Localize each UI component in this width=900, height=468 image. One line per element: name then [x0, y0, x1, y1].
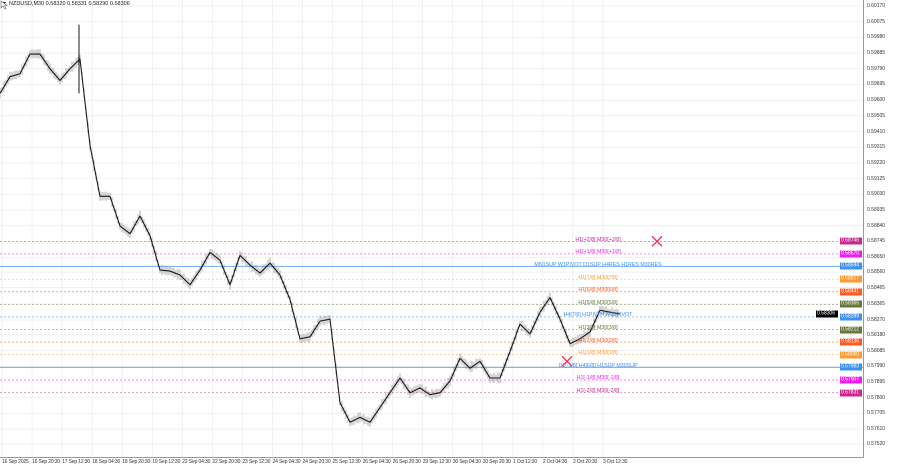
time-tick-label: 23 Sep 12:30: [242, 459, 271, 465]
price-tick-label: 0.57895: [867, 378, 886, 385]
level-price-tag: 0.58365: [840, 300, 862, 308]
x-cross-icon: [651, 235, 663, 247]
price-tick-label: 0.59980: [867, 34, 886, 41]
time-tick-label: 30 Sep 04:30: [452, 459, 481, 465]
price-tick-label: 0.58180: [867, 331, 886, 338]
price-tick-label: 0.58560: [867, 269, 886, 276]
price-axis[interactable]: 0.60170 0.60075 0.59980 0.59885 0.59790 0.596…: [864, 0, 900, 458]
time-tick-label: 19 Sep 12:30: [152, 459, 181, 465]
price-tick-label: 0.58270: [867, 316, 886, 323]
level-price-tag: 0.58212: [840, 326, 862, 334]
level-price-tag: 0.58517: [840, 275, 862, 283]
time-tick-label: 26 Sep 04:30: [362, 459, 391, 465]
time-tick-label: 22 Sep 04:30: [182, 459, 211, 465]
price-tick-label: 0.59030: [867, 191, 886, 198]
price-tick-label: 0.57610: [867, 426, 886, 433]
price-tick-label: 0.60075: [867, 18, 886, 25]
level-label: H1[6/8] M30[6/8]: [578, 287, 618, 294]
price-tick-label: 0.57520: [867, 440, 886, 447]
price-tick-label: 0.59315: [867, 144, 886, 151]
price-tags: 0.58746 0.58670 0.58594 0.58517 0.58441 0.583…: [816, 237, 862, 397]
price-tick-label: 0.59410: [867, 128, 886, 135]
price-tick-label: 0.58465: [867, 284, 886, 291]
price-tick-label: 0.58745: [867, 238, 886, 245]
time-tick-label: 17 Sep 12:30: [62, 459, 91, 465]
level-label: MN1SUP W1PIVOT D1SUP H4RES H1RES M30RES: [534, 261, 662, 268]
level-price-tag: 0.57983: [840, 363, 862, 371]
level-price-tag: 0.57831: [840, 389, 862, 397]
level-label: H1[-2/8] M30[-2/8]: [576, 388, 620, 395]
level-label: H1[-1/8] M30[-1/8]: [576, 375, 620, 382]
level-price-tag: 0.58289: [840, 313, 862, 321]
price-tick-label: 0.59125: [867, 175, 886, 182]
price-tick-label: 0.58085: [867, 347, 886, 354]
level-price-tag: 0.57907: [840, 376, 862, 384]
symbol-quote: NZDUSD,M30 0.58320 0.58331 0.58290 0.583…: [9, 1, 130, 7]
time-tick-label: 1 Oct 12:30: [512, 459, 538, 465]
price-tick-label: 0.57800: [867, 394, 886, 401]
price-chart[interactable]: NZDUSD,M30 0.58320 0.58331 0.58290 0.583…: [0, 0, 864, 458]
time-tick-label: 18 Sep 20:30: [122, 459, 151, 465]
time-tick-label: 22 Sep 20:30: [212, 459, 241, 465]
time-tick-label: 24 Sep 04:30: [272, 459, 301, 465]
price-tick-label: 0.60170: [867, 2, 886, 9]
level-label: H4[7/8] H1PIVOT M30PIVOT: [563, 312, 633, 319]
time-tick-label: 25 Sep 12:30: [332, 459, 361, 465]
price-tick-label: 0.59600: [867, 97, 886, 104]
time-tick-label: 16 Sep 20:30: [32, 459, 60, 465]
chart-title: NZDUSD,M30 0.58320 0.58331 0.58290 0.583…: [2, 1, 130, 7]
level-price-tag: 0.58136: [840, 338, 862, 346]
time-tick-label: 18 Sep 04:30: [92, 459, 121, 465]
time-tick-label: 29 Sep 12:30: [422, 459, 451, 465]
level-price-tag: 0.58594: [840, 262, 862, 270]
price-tick-label: 0.59505: [867, 112, 886, 119]
price-tick-label: 0.58650: [867, 254, 886, 261]
price-tick-label: 0.57990: [867, 363, 886, 370]
price-tick-label: 0.58935: [867, 207, 886, 214]
time-tick-label: 16 Sep 2025: [2, 459, 29, 465]
chart-canvas[interactable]: [0, 0, 864, 458]
price-tick-label: 0.59885: [867, 50, 886, 57]
level-label: H1[7/8] M30[7/8]: [578, 274, 618, 281]
price-tick-label: 0.59220: [867, 159, 886, 166]
level-label: H1[3/8] M30[3/8]: [578, 325, 618, 332]
time-tick-label: 24 Sep 20:30: [302, 459, 331, 465]
x-cross-icon: [561, 355, 573, 367]
price-tick-label: 0.57705: [867, 410, 886, 417]
level-label: H1[+2/8] M30[+2/8]: [575, 236, 621, 243]
price-tick-label: 0.59790: [867, 65, 886, 72]
current-price-tag: 0.58306: [816, 310, 838, 318]
price-tick-label: 0.58840: [867, 222, 886, 229]
level-label: H1[+1/8] M30[+1/8]: [575, 249, 621, 256]
time-tick-label: 2 Oct 04:30: [542, 459, 568, 465]
level-label: D1[-1/8] H4[6/8] H1SUP M30SUP: [558, 362, 638, 369]
level-label: H1[1/8] M30[1/8]: [578, 350, 618, 357]
level-price-tag: 0.58746: [840, 237, 862, 245]
level-price-tag: 0.58441: [840, 288, 862, 296]
time-tick-label: 26 Sep 20:30: [392, 459, 421, 465]
mouse-cursor-icon: [0, 0, 8, 10]
level-price-tag: 0.58670: [840, 250, 862, 258]
time-tick-label: 3 Oct 12:30: [603, 459, 628, 465]
price-series-line: [0, 53, 621, 423]
price-tick-label: 0.58365: [867, 301, 886, 308]
price-tick-label: 0.59695: [867, 81, 886, 88]
level-label: H1[5/8] M30[5/8]: [578, 299, 618, 306]
level-price-tag: 0.58060: [840, 351, 862, 359]
level-label: H1[2/8] M30[2/8]: [578, 337, 618, 344]
time-tick-label: 2 Oct 20:30: [572, 459, 598, 465]
time-tick-label: 30 Sep 20:30: [482, 459, 511, 465]
